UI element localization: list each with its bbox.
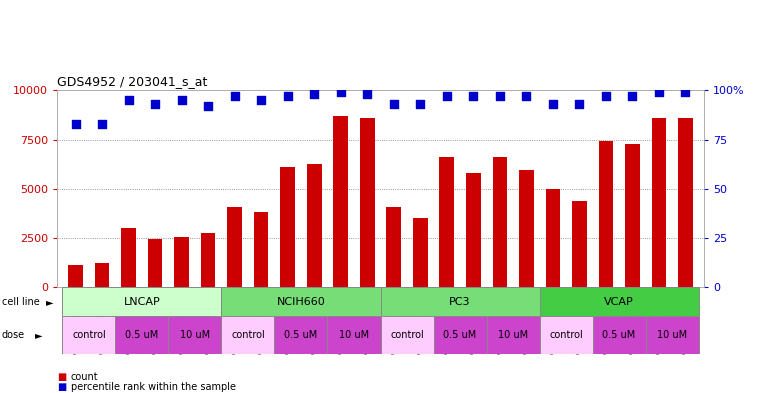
Text: ►: ►	[46, 297, 54, 307]
Point	[282, 93, 294, 99]
Point	[202, 103, 215, 109]
Bar	[380, 287, 540, 316]
Bar	[678, 118, 693, 287]
Bar	[68, 265, 83, 287]
Bar	[121, 228, 136, 287]
Bar	[174, 237, 189, 287]
Text: control: control	[390, 330, 424, 340]
Bar	[599, 141, 613, 287]
Bar	[62, 287, 221, 316]
Bar	[148, 239, 162, 287]
Text: LNCAP: LNCAP	[123, 297, 161, 307]
Text: dose: dose	[2, 330, 24, 340]
Point	[123, 97, 135, 103]
Point	[494, 93, 506, 99]
Point	[335, 89, 347, 95]
Point	[680, 89, 692, 95]
Text: cell line: cell line	[2, 297, 40, 307]
Bar	[360, 118, 374, 287]
Point	[414, 101, 426, 107]
Bar	[434, 316, 486, 354]
Bar	[380, 316, 434, 354]
Text: PC3: PC3	[449, 297, 471, 307]
Bar	[280, 167, 295, 287]
Text: 10 uM: 10 uM	[498, 330, 528, 340]
Bar	[333, 116, 348, 287]
Text: ■: ■	[57, 382, 66, 392]
Text: 0.5 uM: 0.5 uM	[603, 330, 635, 340]
Bar	[254, 212, 269, 287]
Bar	[201, 233, 215, 287]
Point	[573, 101, 585, 107]
Point	[149, 101, 161, 107]
Point	[255, 97, 267, 103]
Bar	[645, 316, 699, 354]
Point	[467, 93, 479, 99]
Bar	[625, 144, 640, 287]
Bar	[221, 287, 380, 316]
Point	[521, 93, 533, 99]
Text: 10 uM: 10 uM	[180, 330, 210, 340]
Text: count: count	[71, 372, 98, 382]
Text: 0.5 uM: 0.5 uM	[444, 330, 476, 340]
Bar	[593, 316, 645, 354]
Bar	[327, 316, 380, 354]
Point	[69, 121, 81, 127]
Text: GDS4952 / 203041_s_at: GDS4952 / 203041_s_at	[57, 75, 208, 88]
Bar	[413, 218, 428, 287]
Text: ►: ►	[35, 330, 43, 340]
Point	[441, 93, 453, 99]
Text: VCAP: VCAP	[604, 297, 634, 307]
Text: control: control	[231, 330, 265, 340]
Point	[228, 93, 240, 99]
Bar	[307, 164, 321, 287]
Point	[546, 101, 559, 107]
Bar	[519, 170, 533, 287]
Point	[653, 89, 665, 95]
Text: percentile rank within the sample: percentile rank within the sample	[71, 382, 236, 392]
Point	[387, 101, 400, 107]
Bar	[168, 316, 221, 354]
Bar	[228, 207, 242, 287]
Bar	[275, 316, 327, 354]
Point	[308, 91, 320, 97]
Bar	[540, 316, 593, 354]
Bar	[95, 263, 110, 287]
Bar	[546, 189, 560, 287]
Bar	[221, 316, 275, 354]
Bar	[486, 316, 540, 354]
Point	[361, 91, 374, 97]
Text: NCIH660: NCIH660	[276, 297, 326, 307]
Text: 0.5 uM: 0.5 uM	[126, 330, 158, 340]
Bar	[62, 316, 116, 354]
Point	[176, 97, 188, 103]
Bar	[540, 287, 699, 316]
Text: 10 uM: 10 uM	[339, 330, 369, 340]
Text: 0.5 uM: 0.5 uM	[285, 330, 317, 340]
Point	[626, 93, 638, 99]
Point	[600, 93, 612, 99]
Bar	[387, 207, 401, 287]
Bar	[466, 173, 481, 287]
Text: control: control	[549, 330, 583, 340]
Bar	[572, 201, 587, 287]
Bar	[440, 157, 454, 287]
Bar	[492, 157, 507, 287]
Text: control: control	[72, 330, 106, 340]
Point	[96, 121, 108, 127]
Text: 10 uM: 10 uM	[657, 330, 687, 340]
Bar	[651, 118, 666, 287]
Bar	[116, 316, 168, 354]
Text: ■: ■	[57, 372, 66, 382]
